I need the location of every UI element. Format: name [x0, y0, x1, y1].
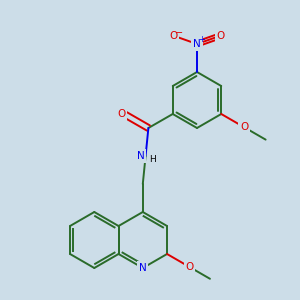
Text: N: N [193, 39, 201, 49]
Text: O: O [185, 262, 194, 272]
Text: N: N [139, 263, 147, 273]
Text: O: O [240, 122, 248, 132]
Text: −: − [175, 28, 183, 38]
Text: O: O [217, 31, 225, 40]
Text: +: + [199, 35, 206, 44]
Text: O: O [169, 31, 177, 40]
Text: N: N [137, 151, 145, 161]
Text: H: H [149, 155, 156, 164]
Text: O: O [117, 109, 125, 119]
